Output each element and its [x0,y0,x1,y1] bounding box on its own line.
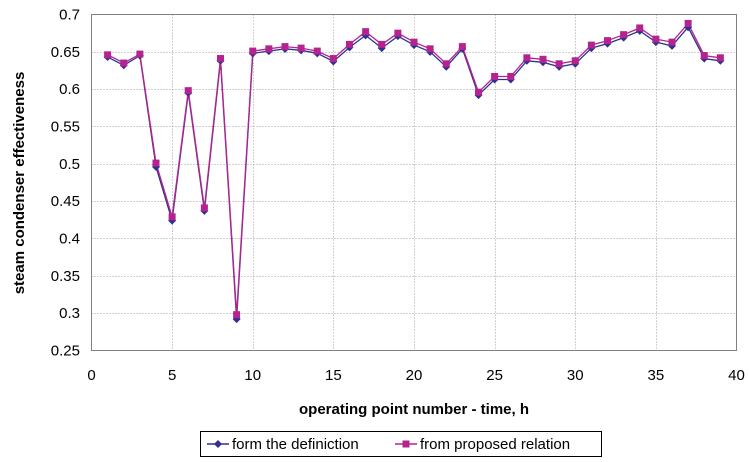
x-tick-label: 5 [168,367,176,384]
data-point-square [426,45,434,53]
y-tick-label: 0.7 [59,7,80,24]
x-axis-title: operating point number - time, h [299,401,529,418]
y-tick-label: 0.35 [51,268,80,285]
legend-square-marker [402,440,410,448]
x-tick-label: 20 [406,367,423,384]
data-point-square [636,24,644,32]
x-tick-label: 0 [87,367,95,384]
data-point-square [539,55,547,63]
x-tick-label: 40 [728,367,745,384]
y-tick-label: 0.45 [51,193,80,210]
data-point-square [716,54,724,62]
data-point-square [604,37,611,45]
data-point-square [442,60,450,68]
data-point-square [571,57,579,65]
y-tick-label: 0.3 [59,305,80,322]
grid-lines [91,14,737,351]
data-point-square [507,72,515,80]
data-point-square [475,88,482,96]
data-point-square [700,52,708,60]
data-point-square [458,43,466,51]
series-markers [103,19,725,324]
x-tick-label: 30 [567,367,584,384]
legend-diamond-marker [214,440,222,448]
data-point-square [313,47,321,55]
data-point-square [136,50,144,58]
legend-item-definition: form the definiction [207,436,359,453]
data-point-square [120,59,128,67]
data-point-square [620,31,628,39]
data-point-square [410,38,418,46]
data-point-square [652,35,660,43]
y-tick-label: 0.55 [51,119,80,136]
y-tick-label: 0.4 [59,231,80,248]
axis-ticks: 0 5 10 15 20 25 30 35 40 0.25 0.3 0.35 0.4 0.45 0.5 0.5… [51,7,745,385]
data-point-square [378,40,386,48]
y-axis-title: steam condenser effectiveness [11,72,28,295]
data-point-square [152,159,160,167]
legend: form the definiction from proposed relat… [200,431,602,457]
data-point-square [346,40,353,48]
legend-label-definition: form the definiction [232,436,359,453]
x-tick-label: 35 [648,367,665,384]
y-tick-label: 0.5 [59,156,80,173]
data-point-square [523,54,531,62]
legend-label-proposed: from proposed relation [420,436,570,453]
data-point-square [217,55,224,63]
data-point-square [281,43,289,51]
data-point-square [684,19,692,27]
data-point-square [329,55,337,63]
data-point-square [555,60,563,68]
data-point-square [184,87,192,95]
x-tick-label: 15 [325,367,342,384]
data-point-square [394,29,402,37]
data-point-square [362,28,370,36]
data-point-square [265,45,273,53]
y-tick-label: 0.25 [51,343,80,360]
data-point-square [668,38,676,46]
data-point-square [104,51,112,59]
y-tick-label: 0.6 [59,81,80,98]
data-point-square [168,213,176,221]
data-point-square [200,204,208,212]
data-point-square [233,311,241,319]
data-point-square [249,47,257,55]
data-point-square [491,72,499,80]
plot-area-border [91,14,737,351]
x-tick-label: 25 [486,367,503,384]
x-tick-label: 10 [244,367,261,384]
data-point-square [587,41,595,49]
y-tick-label: 0.65 [51,44,80,61]
series-line-proposed [107,22,721,315]
legend-item-proposed: from proposed relation [395,436,570,453]
data-point-square [297,44,305,52]
